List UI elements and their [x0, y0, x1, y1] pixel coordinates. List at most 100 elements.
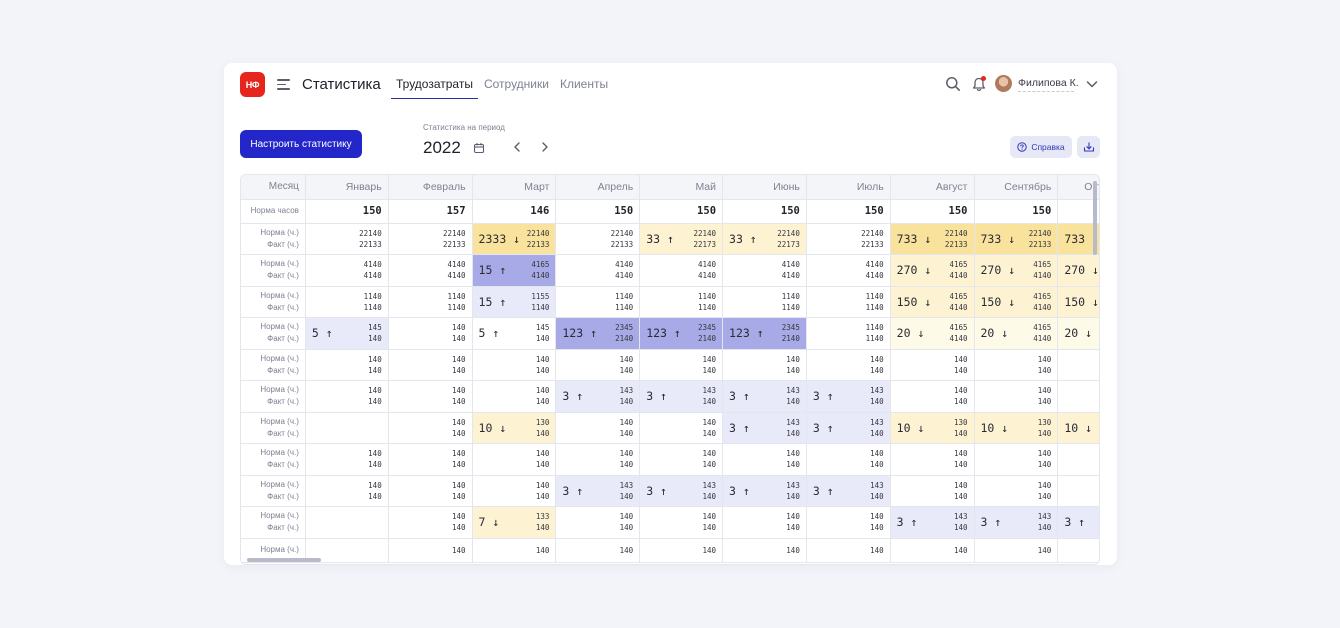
table-cell[interactable]: 140 140: [305, 475, 389, 507]
menu-icon[interactable]: [277, 78, 291, 90]
table-cell[interactable]: 4140 4140: [722, 254, 807, 287]
table-cell[interactable]: 140 140: [974, 380, 1059, 413]
table-cell[interactable]: 140 140: [890, 349, 975, 381]
table-cell[interactable]: 140 140: [639, 443, 724, 476]
table-cell[interactable]: 4140 4140: [806, 254, 891, 287]
calendar-icon[interactable]: [473, 141, 485, 154]
table-cell[interactable]: 4165 4140 150 ↓: [890, 286, 975, 318]
chevron-down-icon[interactable]: [1085, 77, 1099, 91]
table-cell[interactable]: 140 140: [472, 443, 557, 476]
table-cell[interactable]: 140 140: [806, 349, 891, 381]
chevron-right-icon[interactable]: [538, 140, 552, 154]
table-cell[interactable]: 140 140: [555, 506, 641, 539]
search-icon[interactable]: [944, 75, 962, 93]
table-cell[interactable]: 4165 4140 20 ↓: [974, 317, 1059, 350]
table-cell[interactable]: 140 140: [639, 506, 724, 539]
table-cell[interactable]: 140: [806, 538, 891, 563]
help-button[interactable]: Справка: [1010, 136, 1072, 158]
table-cell[interactable]: 143 140 3 ↑: [722, 412, 807, 444]
table-cell[interactable]: 140 140: [388, 475, 473, 507]
table-cell[interactable]: 4140 4140: [555, 254, 641, 287]
download-button[interactable]: [1077, 136, 1100, 158]
month-header[interactable]: Январь: [305, 175, 389, 200]
month-header[interactable]: Август: [890, 175, 975, 200]
table-cell[interactable]: 1140 1140: [388, 286, 473, 318]
table-cell[interactable]: 22140 22133: [305, 223, 389, 255]
table-cell[interactable]: 140 140: [472, 475, 557, 507]
table-cell[interactable]: 133 140 7 ↓: [472, 506, 557, 539]
table-cell[interactable]: 140 140: [305, 443, 389, 476]
table-cell[interactable]: 140 140: [806, 443, 891, 476]
table-cell[interactable]: 140: [974, 538, 1059, 563]
table-cell[interactable]: 1140 1140: [639, 286, 724, 318]
month-header[interactable]: Июль: [806, 175, 891, 200]
table-cell[interactable]: 140: [722, 538, 807, 563]
table-cell[interactable]: 1140 1140: [806, 317, 891, 350]
table-cell[interactable]: 145 140 5 ↑: [305, 317, 389, 350]
table-cell[interactable]: 140 140: [639, 349, 724, 381]
month-header[interactable]: Апрель: [555, 175, 641, 200]
table-cell[interactable]: 140 140: [722, 443, 807, 476]
table-cell[interactable]: 145 140 5 ↑: [472, 317, 557, 350]
table-cell[interactable]: 140: [472, 538, 557, 563]
table-cell[interactable]: 140 140: [388, 443, 473, 476]
table-cell[interactable]: 4165 4140 15 ↑: [472, 254, 557, 287]
table-cell[interactable]: 140: [555, 538, 641, 563]
table-cell[interactable]: 140 140: [388, 506, 473, 539]
table-cell[interactable]: [1057, 475, 1099, 507]
table-cell[interactable]: 140 140: [388, 380, 473, 413]
app-logo[interactable]: НФ: [240, 72, 265, 97]
table-cell[interactable]: 1140 1140: [722, 286, 807, 318]
table-cell[interactable]: 20 ↓: [1057, 317, 1099, 350]
tab-clients[interactable]: Клиенты: [559, 77, 609, 91]
table-cell[interactable]: [305, 506, 389, 539]
table-cell[interactable]: 140 140: [722, 506, 807, 539]
table-cell[interactable]: 22140 22133 733 ↓: [890, 223, 975, 255]
table-cell[interactable]: 140 140: [555, 412, 641, 444]
table-cell[interactable]: 130 140 10 ↓: [890, 412, 975, 444]
table-cell[interactable]: 2345 2140 123 ↑: [555, 317, 641, 350]
table-cell[interactable]: 4140 4140: [388, 254, 473, 287]
table-cell[interactable]: 140 140: [388, 412, 473, 444]
horizontal-scrollbar[interactable]: [247, 558, 321, 562]
table-cell[interactable]: 140 140: [806, 506, 891, 539]
tab-employees[interactable]: Сотрудники: [483, 77, 549, 91]
table-cell[interactable]: 4165 4140 270 ↓: [974, 254, 1059, 287]
table-cell[interactable]: 143 140 3 ↑: [555, 475, 641, 507]
table-cell[interactable]: 4165 4140 20 ↓: [890, 317, 975, 350]
table-cell[interactable]: 143 140 3 ↑: [806, 412, 891, 444]
table-cell[interactable]: [1057, 349, 1099, 381]
table-cell[interactable]: 140 140: [890, 380, 975, 413]
user-name[interactable]: Филипова К.: [1018, 77, 1079, 89]
table-cell[interactable]: 2345 2140 123 ↑: [639, 317, 724, 350]
table-cell[interactable]: 4165 4140 270 ↓: [890, 254, 975, 287]
table-cell[interactable]: 130 140 10 ↓: [974, 412, 1059, 444]
table-cell[interactable]: 140 140: [890, 475, 975, 507]
avatar[interactable]: [995, 75, 1012, 92]
table-cell[interactable]: 140 140: [890, 443, 975, 476]
table-cell[interactable]: 140 140: [388, 317, 473, 350]
table-cell[interactable]: 22140 22133 733 ↓: [974, 223, 1059, 255]
month-header[interactable]: Февраль: [388, 175, 473, 200]
table-cell[interactable]: 143 140 3 ↑: [555, 380, 641, 413]
table-cell[interactable]: [1057, 443, 1099, 476]
table-cell[interactable]: 143 140 3 ↑: [890, 506, 975, 539]
table-cell[interactable]: 22140 22173 33 ↑: [639, 223, 724, 255]
table-cell[interactable]: [1057, 538, 1099, 563]
table-cell[interactable]: 4140 4140: [305, 254, 389, 287]
table-cell[interactable]: 140 140: [305, 349, 389, 381]
table-cell[interactable]: 270 ↓: [1057, 254, 1099, 287]
table-cell[interactable]: 1155 1140 15 ↑: [472, 286, 557, 318]
table-cell[interactable]: 143 140 3 ↑: [639, 380, 724, 413]
table-cell[interactable]: 143 140 3 ↑: [974, 506, 1059, 539]
table-cell[interactable]: 1140 1140: [806, 286, 891, 318]
table-cell[interactable]: 140 140: [722, 349, 807, 381]
table-cell[interactable]: 140 140: [305, 380, 389, 413]
table-cell[interactable]: 22140 22133 2333 ↓: [472, 223, 557, 255]
table-cell[interactable]: [1057, 380, 1099, 413]
table-cell[interactable]: 140 140: [388, 349, 473, 381]
table-cell[interactable]: 140: [639, 538, 724, 563]
table-cell[interactable]: 140 140: [639, 412, 724, 444]
month-header[interactable]: Март: [472, 175, 557, 200]
table-cell[interactable]: 140 140: [555, 349, 641, 381]
